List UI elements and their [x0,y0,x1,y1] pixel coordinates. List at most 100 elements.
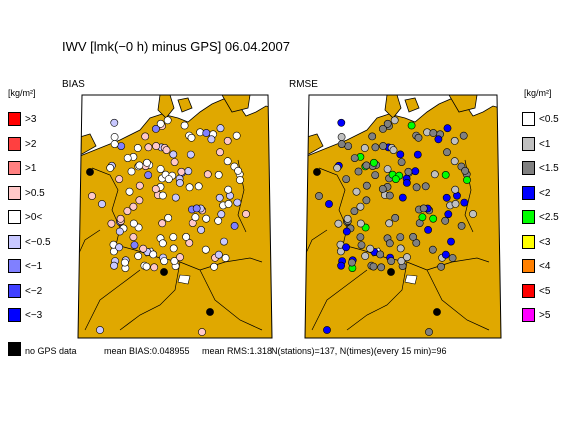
station-marker [396,150,405,159]
bias-legend-label: <−3 [25,310,43,321]
bias-map [78,95,272,338]
station-marker [376,250,385,259]
station-marker [127,167,136,176]
station-marker [337,261,345,270]
rmse-legend-label: <1.5 [539,163,559,174]
station-marker [133,144,142,152]
station-marker [378,124,387,133]
station-marker [444,210,453,219]
bias-legend-swatch [8,136,21,151]
station-marker [385,191,394,200]
unit-label-left: [kg/m²] [8,88,36,98]
station-marker [368,132,377,141]
station-marker [459,131,468,140]
station-marker [187,133,196,142]
rmse-legend-swatch [522,210,535,224]
station-marker [170,257,179,265]
station-marker [429,129,438,137]
station-marker [352,187,361,196]
station-marker [185,238,194,247]
station-marker [110,118,119,127]
station-marker [378,185,387,193]
station-marker [214,216,223,225]
station-marker [404,167,413,176]
rmse-legend-label: <1 [539,138,551,150]
station-marker [469,210,477,218]
station-marker [121,258,129,267]
station-marker [343,214,352,223]
station-marker [116,214,125,223]
station-marker [342,243,350,252]
station-marker [217,210,226,219]
rmse-map-frame [304,94,502,339]
station-marker [86,168,94,176]
station-marker [141,132,150,141]
bias-legend-label: <−2 [25,285,43,297]
station-marker [152,142,160,150]
station-marker [162,146,171,154]
station-marker [391,175,400,183]
station-marker [361,252,370,260]
station-marker [142,158,151,167]
rmse-legend-swatch [522,161,535,175]
station-marker [356,233,365,241]
mean-rms-text: mean RMS:1.318 [202,346,273,356]
station-marker [214,250,223,259]
station-marker [139,244,148,253]
bias-legend-swatch [8,283,21,298]
station-marker [403,253,411,262]
station-marker [242,210,250,218]
station-marker [391,213,400,222]
station-marker [223,136,232,145]
counts-text: N(stations)=137, N(times)(every 15 min)=… [271,346,447,356]
station-marker [371,171,380,179]
station-marker [396,233,405,241]
station-marker [430,170,439,179]
station-marker [163,116,172,125]
station-marker [347,258,356,267]
station-marker [443,148,451,157]
bias-legend-swatch [8,161,21,175]
rmse-legend-label: <3 [539,236,551,248]
bias-legend-label: >1 [25,163,37,174]
station-marker [383,165,392,173]
station-marker [156,119,165,128]
station-marker [412,183,421,192]
station-marker [409,232,417,241]
station-marker [88,192,96,200]
station-marker [129,233,138,241]
station-marker [151,185,160,193]
station-marker [194,182,203,191]
station-marker [164,175,173,183]
station-marker [169,150,178,159]
station-marker [201,245,210,254]
rmse-legend-swatch [522,136,535,151]
station-marker [356,202,365,211]
station-marker [313,168,321,176]
station-marker [221,254,230,262]
station-marker [463,176,471,184]
station-marker [164,213,173,222]
station-marker [110,140,119,148]
station-marker [125,187,134,196]
rmse-legend-swatch [522,308,535,322]
station-marker [144,171,153,179]
station-marker [106,163,115,172]
station-marker [223,157,232,166]
station-marker [441,170,450,179]
station-marker [419,204,428,213]
station-marker [385,239,394,248]
station-marker [192,204,201,213]
rmse-legend-swatch [522,185,535,200]
station-marker [175,178,184,187]
station-marker [389,146,398,154]
station-marker [315,192,323,200]
rmse-legend-swatch [522,259,535,273]
station-marker [123,154,132,162]
mean-bias-text: mean BIAS:0.048955 [104,346,190,356]
station-marker [224,199,233,208]
rmse-legend-swatch [522,112,535,126]
station-marker [342,227,351,236]
station-marker [434,135,443,144]
